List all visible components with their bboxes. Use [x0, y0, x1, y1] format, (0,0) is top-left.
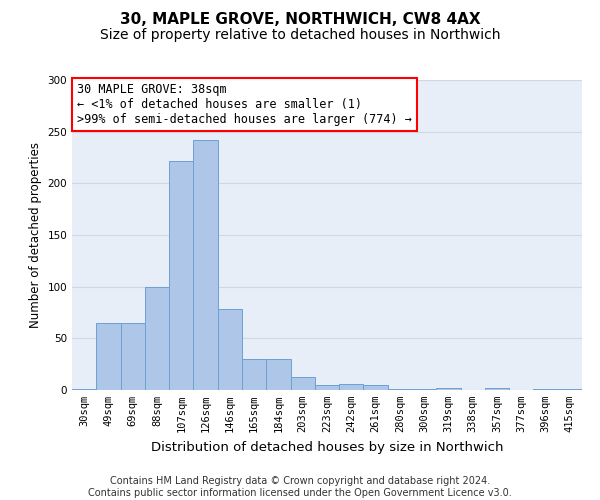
Bar [364, 385, 388, 390]
Bar [339, 384, 364, 390]
Bar [96, 323, 121, 390]
Bar [218, 310, 242, 390]
Bar [290, 376, 315, 390]
Bar [193, 140, 218, 390]
Text: 30 MAPLE GROVE: 38sqm
← <1% of detached houses are smaller (1)
>99% of semi-deta: 30 MAPLE GROVE: 38sqm ← <1% of detached … [77, 83, 412, 126]
Bar [388, 389, 412, 390]
Bar [169, 160, 193, 390]
Bar [485, 388, 509, 390]
Bar [72, 389, 96, 390]
Y-axis label: Number of detached properties: Number of detached properties [29, 142, 42, 328]
Bar [315, 385, 339, 390]
Bar [412, 389, 436, 390]
Bar [266, 359, 290, 390]
Text: 30, MAPLE GROVE, NORTHWICH, CW8 4AX: 30, MAPLE GROVE, NORTHWICH, CW8 4AX [119, 12, 481, 28]
Bar [436, 388, 461, 390]
Text: Contains HM Land Registry data © Crown copyright and database right 2024.
Contai: Contains HM Land Registry data © Crown c… [88, 476, 512, 498]
X-axis label: Distribution of detached houses by size in Northwich: Distribution of detached houses by size … [151, 440, 503, 454]
Bar [533, 389, 558, 390]
Bar [558, 389, 582, 390]
Bar [145, 286, 169, 390]
Text: Size of property relative to detached houses in Northwich: Size of property relative to detached ho… [100, 28, 500, 42]
Bar [242, 359, 266, 390]
Bar [121, 323, 145, 390]
